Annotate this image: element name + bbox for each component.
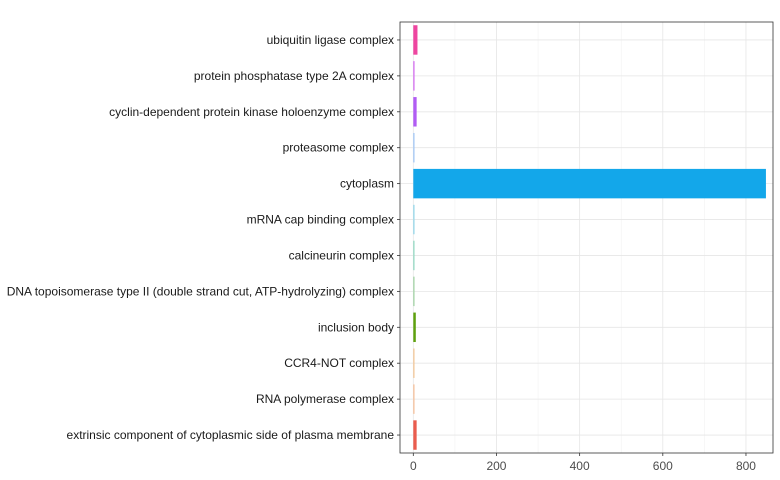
category-label: ubiquitin ligase complex <box>267 33 394 47</box>
category-label: extrinsic component of cytoplasmic side … <box>67 428 395 442</box>
x-tick-label: 600 <box>653 459 673 473</box>
bar-8 <box>413 312 416 343</box>
bars <box>413 25 766 450</box>
category-labels: ubiquitin ligase complex protein phosphat… <box>7 33 400 442</box>
bar-9 <box>413 348 415 378</box>
category-label: inclusion body <box>318 320 394 334</box>
category-label: RNA polymerase complex <box>256 392 394 406</box>
x-axis: 0 200 400 600 800 <box>410 453 756 473</box>
category-label: calcineurin complex <box>289 248 394 262</box>
bar-11 <box>413 420 417 450</box>
grid <box>400 22 773 453</box>
category-label: protein phosphatase type 2A complex <box>194 69 394 83</box>
x-tick-label: 800 <box>736 459 756 473</box>
category-label: DNA topoisomerase type II (double strand… <box>7 284 394 298</box>
bar-2 <box>413 97 417 127</box>
category-label: mRNA cap binding complex <box>247 213 394 227</box>
category-label: proteasome complex <box>283 141 394 155</box>
bar-3 <box>413 132 415 163</box>
bar-0 <box>413 25 418 55</box>
x-tick-label: 200 <box>486 459 506 473</box>
panel-border <box>399 21 774 454</box>
x-tick-label: 0 <box>410 459 417 473</box>
category-label: cytoplasm <box>340 177 394 191</box>
bar-10 <box>413 384 415 414</box>
bar-4 <box>413 168 766 199</box>
bar-6 <box>413 240 415 271</box>
x-tick-label: 400 <box>570 459 590 473</box>
bar-5 <box>413 204 415 235</box>
category-label: CCR4-NOT complex <box>284 356 394 370</box>
bar-7 <box>413 276 415 307</box>
category-label: cyclin-dependent protein kinase holoenzy… <box>109 105 394 119</box>
bar-1 <box>413 61 415 91</box>
